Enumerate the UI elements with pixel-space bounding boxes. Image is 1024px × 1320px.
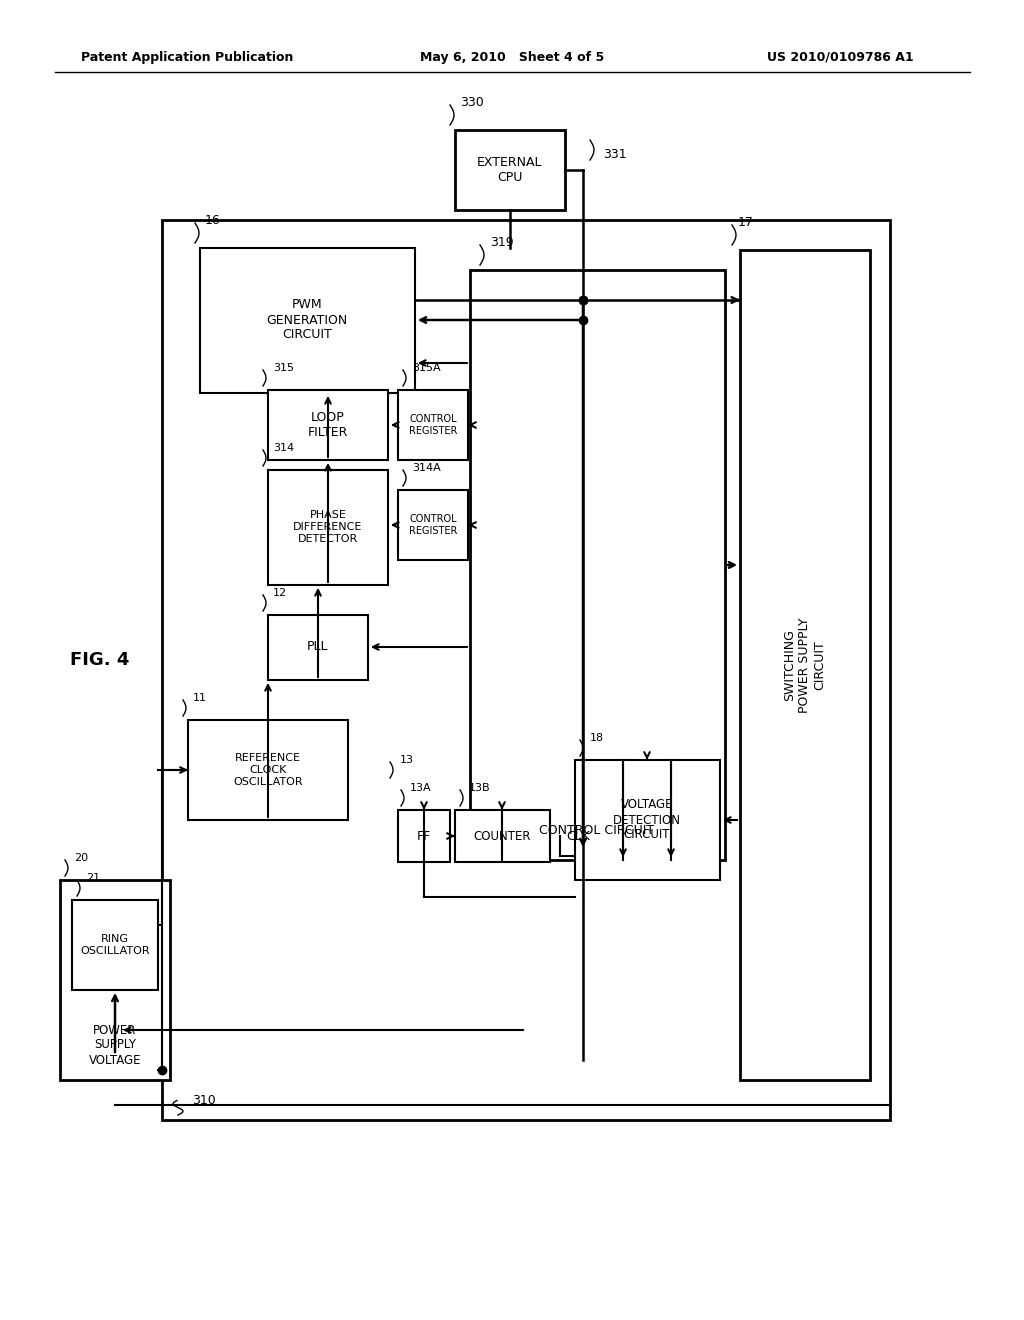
Bar [162, 220, 890, 1119]
Bar [575, 760, 720, 880]
Text: 18: 18 [590, 733, 604, 743]
Text: VOLTAGE
DETECTION
CIRCUIT: VOLTAGE DETECTION CIRCUIT [613, 799, 681, 842]
Text: LOOP
FILTER: LOOP FILTER [308, 411, 348, 440]
Bar [60, 880, 170, 1080]
Text: PHASE
DIFFERENCE
DETECTOR: PHASE DIFFERENCE DETECTOR [293, 511, 362, 544]
Text: FF: FF [417, 829, 431, 842]
Text: 16: 16 [205, 214, 221, 227]
Text: 21: 21 [86, 873, 100, 883]
Text: 11: 11 [193, 693, 207, 704]
Text: CONTROL
REGISTER: CONTROL REGISTER [409, 414, 457, 436]
Bar [72, 900, 158, 990]
Bar [200, 248, 415, 393]
Text: 12: 12 [273, 587, 287, 598]
Bar [470, 271, 725, 861]
Text: 20: 20 [74, 853, 88, 863]
Text: 13B: 13B [469, 783, 490, 793]
Text: 315: 315 [273, 363, 294, 374]
Text: 314A: 314A [412, 463, 440, 473]
Bar [455, 129, 565, 210]
Text: EXTERNAL
CPU: EXTERNAL CPU [477, 156, 543, 183]
Text: 13: 13 [400, 755, 414, 766]
Text: COUNTER: COUNTER [473, 829, 530, 842]
Bar [268, 470, 388, 585]
Text: POWER
SUPPLY
VOLTAGE: POWER SUPPLY VOLTAGE [89, 1023, 141, 1067]
Text: 330: 330 [460, 95, 483, 108]
Text: 331: 331 [603, 149, 627, 161]
Text: 314: 314 [273, 444, 294, 453]
Bar [268, 615, 368, 680]
Bar [398, 490, 468, 560]
Text: RING
OSCILLATOR: RING OSCILLATOR [80, 935, 150, 956]
Text: US 2010/0109786 A1: US 2010/0109786 A1 [767, 50, 913, 63]
Bar [398, 810, 450, 862]
Text: PLL: PLL [307, 640, 329, 653]
Text: 319: 319 [490, 235, 514, 248]
Bar [740, 249, 870, 1080]
Text: CONTROL CIRCUIT: CONTROL CIRCUIT [540, 824, 654, 837]
Text: PWM
GENERATION
CIRCUIT: PWM GENERATION CIRCUIT [266, 298, 347, 342]
Bar [455, 810, 550, 862]
Text: CLK: CLK [566, 829, 590, 842]
Text: May 6, 2010   Sheet 4 of 5: May 6, 2010 Sheet 4 of 5 [420, 50, 604, 63]
Text: 315A: 315A [412, 363, 440, 374]
Text: Patent Application Publication: Patent Application Publication [81, 50, 293, 63]
Bar [188, 719, 348, 820]
Text: 13A: 13A [410, 783, 432, 793]
Text: 310: 310 [193, 1093, 216, 1106]
Bar [398, 389, 468, 459]
Text: FIG. 4: FIG. 4 [71, 651, 130, 669]
Bar [268, 389, 388, 459]
Text: SWITCHING
POWER SUPPLY
CIRCUIT: SWITCHING POWER SUPPLY CIRCUIT [783, 618, 826, 713]
Text: CONTROL
REGISTER: CONTROL REGISTER [409, 515, 457, 536]
Text: REFERENCE
CLOCK
OSCILLATOR: REFERENCE CLOCK OSCILLATOR [233, 754, 303, 787]
Text: 17: 17 [738, 215, 754, 228]
